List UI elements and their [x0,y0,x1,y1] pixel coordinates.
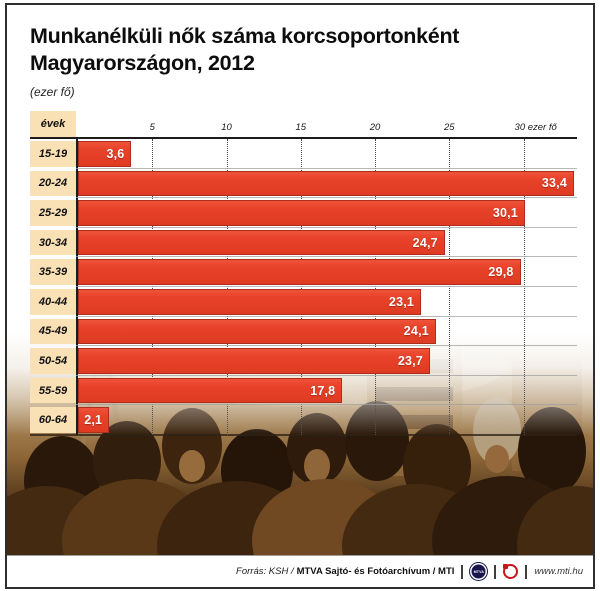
footer-divider [525,564,528,579]
bar-chart: évek 5 10 15 20 25 30 ezer fő 15-19 3,6 20-24 33… [30,111,577,436]
row-separator [76,197,577,199]
vertical-gridline [449,139,451,435]
value-bar: 23,7 [78,348,430,374]
age-group-label: 60-64 [30,407,76,433]
chart-row: 45-49 24,1 [30,317,577,347]
vertical-gridline [375,139,377,435]
value-label: 29,8 [488,265,514,280]
x-tick-label: 5 [149,122,155,133]
mti-logo-icon [503,564,519,579]
age-group-label: 50-54 [30,348,76,374]
x-tick-label: 20 [369,122,381,133]
age-group-label: 55-59 [30,377,76,404]
footer-credits: Forrás: KSH / MTVA Sajtó- és Fotóarchívu… [7,555,593,587]
age-group-label: 35-39 [30,259,76,285]
value-label: 24,1 [403,324,429,339]
x-axis-bottom-line [30,434,577,436]
chart-row: 20-24 33,4 [30,169,577,199]
vertical-gridline [226,139,228,435]
value-label: 24,7 [412,235,438,250]
infographic-frame: Munkanélküli nők száma korcsoportonként … [5,3,595,589]
chart-row: 40-44 23,1 [30,287,577,317]
chart-row: 35-39 29,8 [30,257,577,287]
row-separator [76,374,577,376]
footer-divider [461,564,464,579]
age-group-label: 45-49 [30,318,76,345]
x-tick-label: 15 [295,122,307,133]
value-label: 3,6 [106,146,125,161]
row-separator [76,256,577,258]
chart-header: évek 5 10 15 20 25 30 ezer fő [30,111,577,139]
chart-row: 50-54 23,7 [30,346,577,376]
value-bar: 23,1 [78,289,422,315]
value-label: 23,1 [388,294,415,309]
age-group-label: 20-24 [30,170,76,197]
x-tick-label: 25 [443,122,455,133]
value-bar: 33,4 [78,170,575,197]
age-group-label: 40-44 [30,289,76,315]
mtva-logo-icon: MTVA [470,563,488,580]
page-title: Munkanélküli nők száma korcsoportonként … [30,23,459,77]
age-group-label: 30-34 [30,229,76,256]
chart-row: 25-29 30,1 [30,198,577,228]
row-separator [76,285,577,287]
mti-logo-dot [503,564,509,569]
value-bar: 3,6 [78,141,132,167]
row-separator [76,315,577,317]
row-separator [76,404,577,406]
vertical-gridline [152,139,154,435]
value-bar: 29,8 [78,259,521,285]
value-label: 23,7 [397,353,423,368]
source-prefix: Forrás: KSH / [236,566,294,577]
value-label: 33,4 [541,176,568,191]
value-bar: 24,7 [78,229,445,256]
vertical-gridline [523,139,525,435]
value-label: 30,1 [492,205,519,220]
age-group-label: 25-29 [30,200,76,226]
vertical-gridline [300,139,302,435]
age-group-label: 15-19 [30,141,76,167]
row-separator [76,167,577,169]
unit-note: (ezer fő) [30,85,75,99]
website-url: www.mti.hu [534,566,583,577]
chart-row: 15-19 3,6 [30,139,577,169]
x-tick-label: 30 ezer fő [514,122,557,133]
footer-divider [494,564,497,579]
row-separator [76,226,577,228]
chart-row: 60-64 2,1 [30,405,577,435]
value-bar: 17,8 [78,377,343,404]
row-separator [76,345,577,347]
y-axis-header: évek [30,111,76,137]
chart-row: 55-59 17,8 [30,376,577,406]
value-label: 17,8 [310,383,336,398]
source-archive: MTVA Sajtó- és Fotóarchívum / MTI [296,566,455,577]
chart-row: 30-34 24,7 [30,228,577,258]
chart-body: 15-19 3,6 20-24 33,4 25-29 30,1 30-34 24,7 35-39… [30,139,577,436]
value-bar: 24,1 [78,318,436,345]
title-line1: Munkanélküli nők száma korcsoportonként [30,24,460,48]
x-tick-label: 10 [221,122,232,133]
value-bar: 30,1 [78,200,526,226]
title-line2: Magyarországon, 2012 [30,51,255,75]
value-label: 2,1 [84,413,103,428]
value-bar: 2,1 [78,407,110,433]
y-axis-line [76,139,78,435]
